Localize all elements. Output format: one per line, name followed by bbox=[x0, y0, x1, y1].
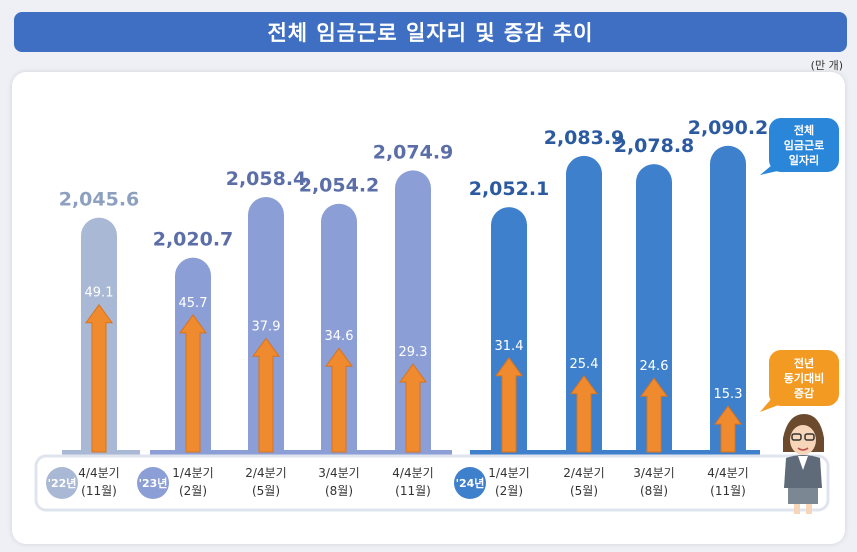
x-tick-quarter: 2/4분기 bbox=[245, 466, 286, 480]
total-value-label: 2,045.6 bbox=[59, 189, 140, 211]
total-value-label: 2,078.8 bbox=[614, 135, 695, 157]
legend-total-bubble: 전체 임금근로 일자리 bbox=[769, 118, 839, 172]
presenter-skirt bbox=[788, 488, 818, 504]
total-bar bbox=[636, 164, 672, 452]
baseline-2024 bbox=[470, 450, 760, 455]
legend-change-line-1: 전년 bbox=[793, 356, 815, 370]
year-badge-label: '24년 bbox=[456, 476, 485, 490]
x-tick-quarter: 4/4분기 bbox=[392, 466, 433, 480]
change-arrow bbox=[714, 405, 742, 453]
total-value-label: 2,054.2 bbox=[299, 175, 380, 197]
change-value-label: 49.1 bbox=[85, 286, 114, 301]
x-tick-month: (2월) bbox=[179, 484, 207, 498]
x-tick-quarter: 4/4분기 bbox=[78, 466, 119, 480]
year-badge bbox=[46, 467, 78, 499]
legend-total-line-3: 일자리 bbox=[788, 153, 820, 167]
total-bar bbox=[491, 207, 527, 452]
legend-change-line-2: 동기대비 bbox=[783, 371, 825, 385]
change-value-label: 37.9 bbox=[252, 319, 281, 334]
year-badge-label: '23년 bbox=[139, 476, 168, 490]
change-arrow bbox=[179, 314, 207, 453]
presenter-glasses-left bbox=[791, 433, 802, 441]
presenter-leg-right bbox=[806, 504, 812, 514]
legend-total-line-1: 전체 bbox=[793, 123, 815, 137]
change-arrow bbox=[252, 337, 280, 453]
total-value-label: 2,020.7 bbox=[153, 229, 234, 251]
legend-change-line-3: 증감 bbox=[793, 386, 815, 400]
baseline-2023 bbox=[150, 450, 452, 455]
change-arrow bbox=[325, 347, 353, 453]
legend-change-bubble: 전년 동기대비 증감 bbox=[769, 350, 839, 406]
x-tick-quarter: 1/4분기 bbox=[488, 466, 529, 480]
x-tick-quarter: 2/4분기 bbox=[563, 466, 604, 480]
year-badge bbox=[137, 467, 169, 499]
total-value-label: 2,058.4 bbox=[226, 168, 307, 190]
x-tick-month: (11월) bbox=[710, 484, 746, 498]
legend-total-line-2: 임금근로 bbox=[783, 138, 825, 152]
change-arrow bbox=[85, 303, 113, 453]
total-bar bbox=[710, 145, 746, 452]
x-tick-month: (11월) bbox=[81, 484, 117, 498]
change-value-label: 25.4 bbox=[570, 357, 599, 372]
chart-title: 전체 임금근로 일자리 및 증감 추이 bbox=[267, 21, 594, 45]
presenter-glasses-right bbox=[804, 433, 815, 441]
x-tick-quarter: 3/4분기 bbox=[633, 466, 674, 480]
total-value-label: 2,074.9 bbox=[373, 141, 454, 163]
total-value-label: 2,052.1 bbox=[469, 178, 550, 200]
change-arrow bbox=[570, 374, 598, 453]
x-tick-month: (8월) bbox=[325, 484, 353, 498]
change-value-label: 29.3 bbox=[399, 345, 428, 360]
change-arrow bbox=[640, 377, 668, 453]
x-tick-month: (5월) bbox=[252, 484, 280, 498]
change-value-label: 34.6 bbox=[325, 329, 354, 344]
x-axis-strip bbox=[34, 454, 830, 512]
presenter-mouth bbox=[797, 447, 809, 451]
x-tick-month: (5월) bbox=[570, 484, 598, 498]
total-bar bbox=[321, 203, 357, 452]
presenter-shirt bbox=[798, 456, 808, 470]
total-value-label: 2,090.2 bbox=[688, 117, 769, 139]
year-badge bbox=[454, 467, 486, 499]
presenter-leg-left bbox=[794, 504, 800, 514]
total-value-label: 2,083.9 bbox=[544, 127, 625, 149]
x-tick-month: (8월) bbox=[640, 484, 668, 498]
presenter-jacket bbox=[784, 455, 822, 488]
change-value-label: 45.7 bbox=[179, 296, 208, 311]
x-tick-quarter: 3/4분기 bbox=[318, 466, 359, 480]
total-bar bbox=[566, 155, 602, 452]
x-tick-month: (2월) bbox=[495, 484, 523, 498]
unit-label: (만 개) bbox=[810, 59, 843, 72]
change-value-label: 24.6 bbox=[640, 359, 669, 374]
change-value-label: 31.4 bbox=[495, 339, 524, 354]
x-tick-quarter: 4/4분기 bbox=[707, 466, 748, 480]
change-arrow bbox=[399, 363, 427, 453]
x-tick-month: (11월) bbox=[395, 484, 431, 498]
year-badge-label: '22년 bbox=[48, 476, 77, 490]
change-value-label: 15.3 bbox=[714, 387, 743, 402]
total-bar bbox=[248, 196, 284, 452]
presenter-face bbox=[790, 425, 816, 455]
x-tick-quarter: 1/4분기 bbox=[172, 466, 213, 480]
change-arrow bbox=[495, 356, 523, 453]
chart-title-bar: 전체 임금근로 일자리 및 증감 추이 bbox=[14, 12, 847, 52]
